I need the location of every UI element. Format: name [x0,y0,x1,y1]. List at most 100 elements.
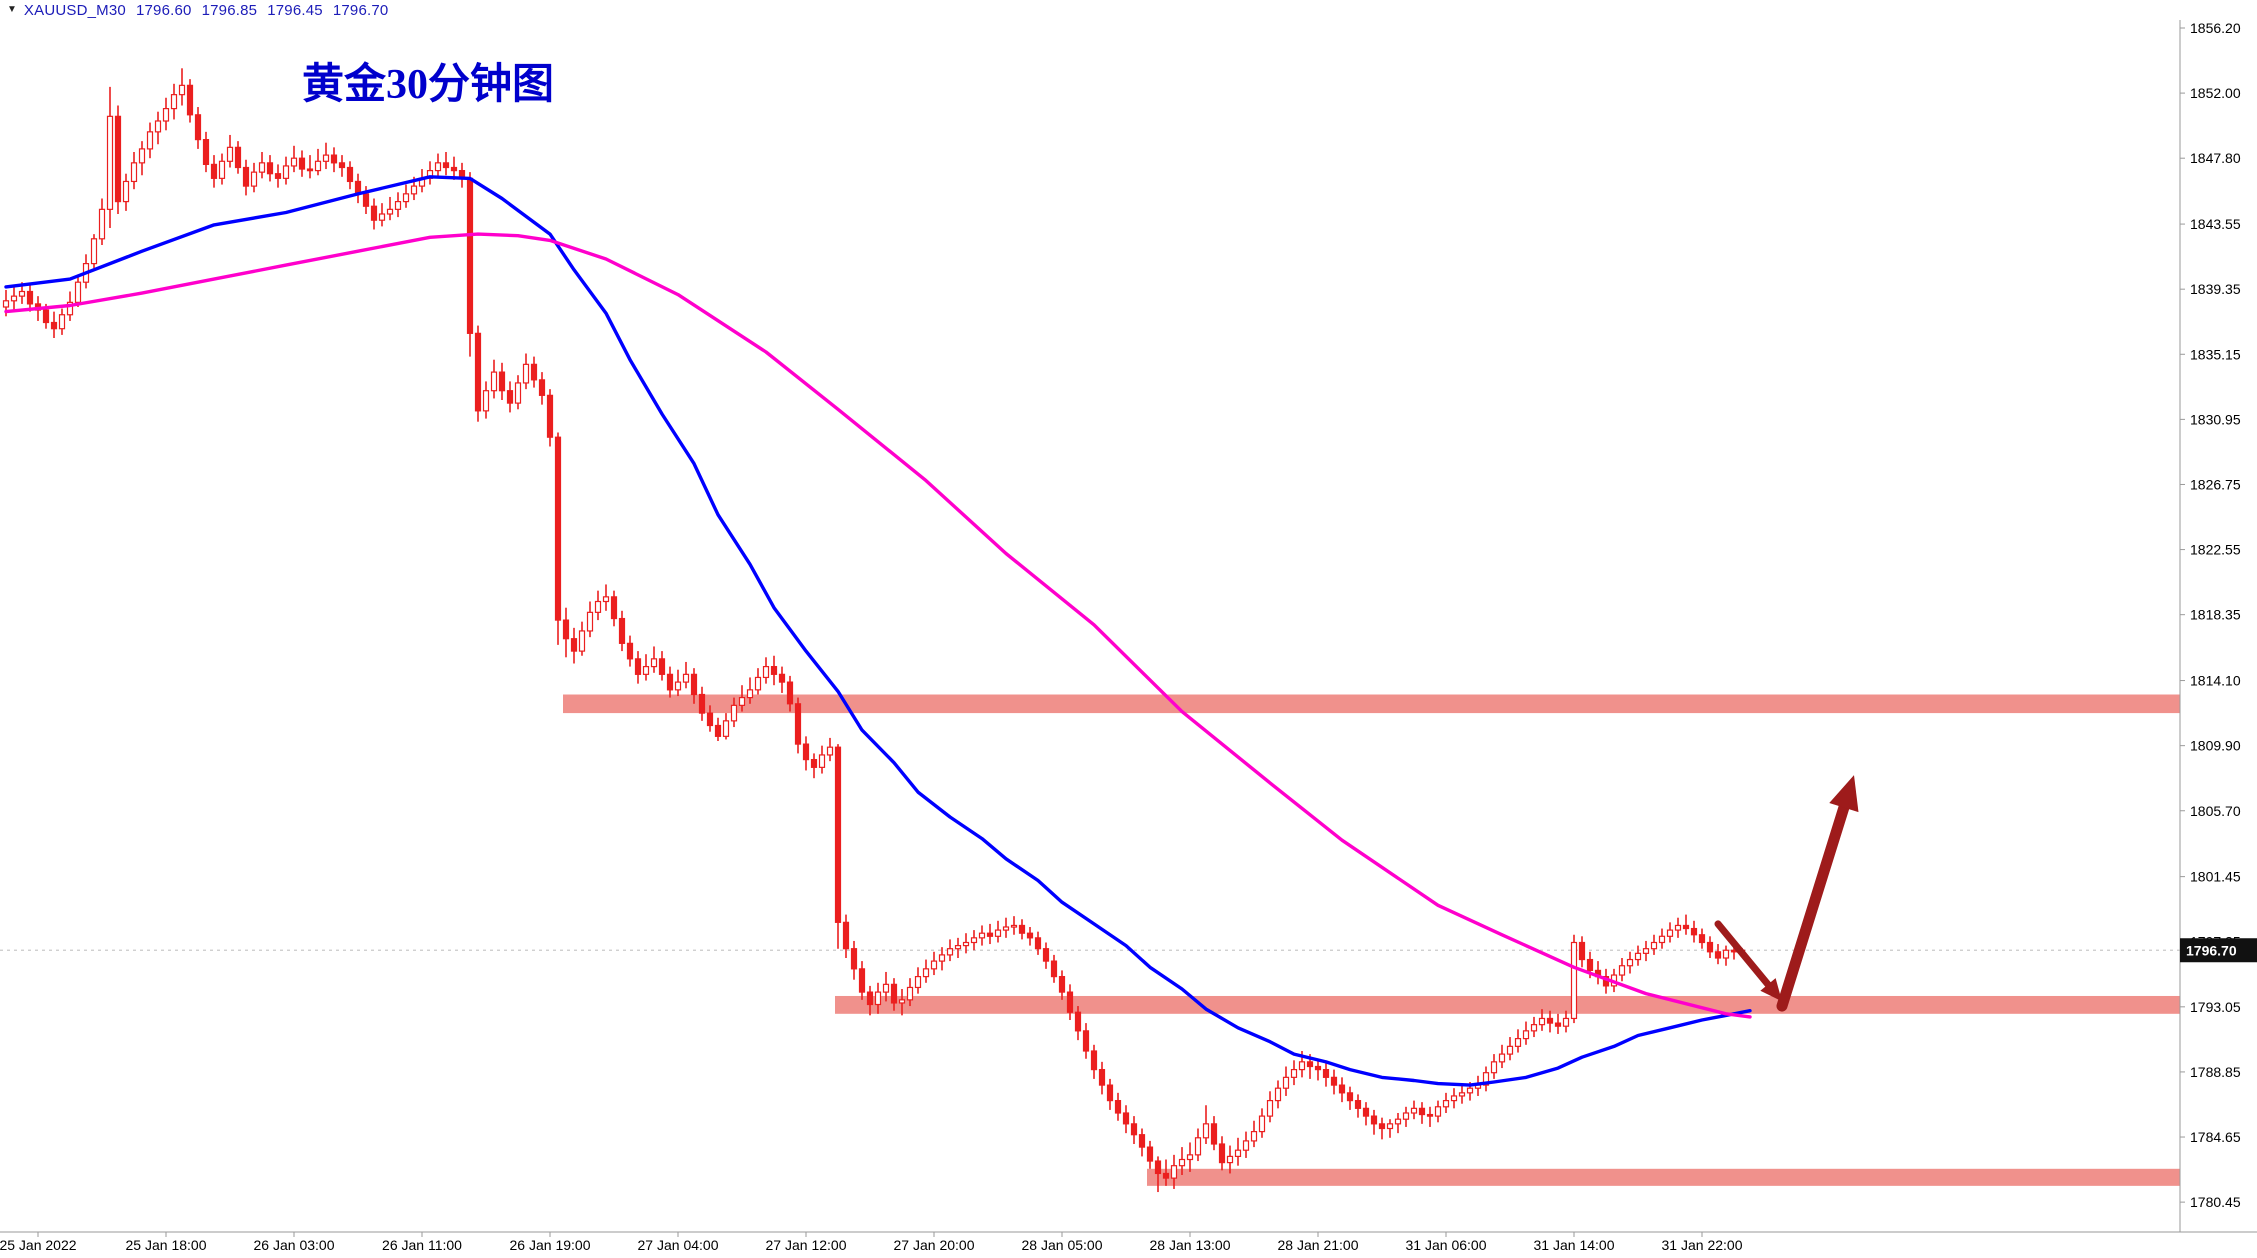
candle [1250,1120,1258,1148]
candle-body [930,960,938,970]
candle [1194,1128,1202,1162]
time-axis-label: 31 Jan 22:00 [1662,1237,1743,1253]
candle-body [610,596,618,620]
candle-body [1490,1061,1498,1074]
candle [682,661,690,689]
candle-body [434,162,442,172]
candle [1050,954,1058,983]
candle [90,234,98,269]
candle-body [234,146,242,169]
candle-body [474,332,482,412]
candle [394,192,402,218]
candle [1058,970,1066,1000]
candle [1530,1016,1538,1038]
candle-body [1722,949,1730,959]
candle-body [162,107,170,122]
candle-body [1682,924,1690,930]
candle-body [1226,1155,1234,1164]
candle-body [1146,1146,1154,1162]
candle [770,655,778,686]
low-value: 1796.45 [267,1,323,19]
candle [706,705,714,732]
candle-body [346,166,354,183]
candle [450,156,458,180]
time-axis-label: 28 Jan 13:00 [1150,1237,1231,1253]
candle [1538,1009,1546,1031]
candle-body [442,162,450,169]
candle [178,68,186,106]
candle [586,601,594,638]
candle [1594,961,1602,985]
candle-body [1442,1099,1450,1108]
candle-body [1482,1072,1490,1086]
candle-body [1002,926,1010,931]
candle-body [522,363,530,384]
candle-body [250,171,258,187]
candle [1370,1109,1378,1135]
candle-body [1554,1022,1562,1027]
candle [1546,1010,1554,1033]
candle-body [1714,951,1722,959]
candle-body [858,968,866,993]
candle-body [1178,1158,1186,1167]
candle [218,153,226,185]
candle [690,668,698,704]
candle [1410,1100,1418,1120]
candle-body [826,746,834,756]
candle-body [66,301,74,316]
candle-body [1506,1045,1514,1055]
candle-body [1306,1061,1314,1068]
candle-body [282,165,290,179]
candle-body [626,642,634,660]
candle [650,646,658,673]
candle-body [1434,1106,1442,1117]
candle-body [1346,1092,1354,1102]
candle-body [1378,1123,1386,1130]
candle-body [466,177,474,334]
candle [994,920,1002,943]
candle-body [1410,1107,1418,1114]
candle [250,162,258,193]
candle-body [970,937,978,944]
candle [514,375,522,410]
candle [1258,1108,1266,1138]
time-axis-label: 28 Jan 05:00 [1022,1237,1103,1253]
candle [1098,1061,1106,1095]
candle-body [322,154,330,162]
candle [490,359,498,399]
candle-body [658,658,666,675]
candle [1682,914,1690,935]
candle-body [1250,1130,1258,1142]
candle [610,590,618,627]
price-axis-label: 1788.85 [2190,1064,2241,1080]
candle-body [738,696,746,706]
candle-body [650,658,658,668]
candle [122,173,130,211]
candle [306,155,314,179]
candle-body [1274,1087,1282,1102]
candle-body [1498,1053,1506,1063]
candle-body [138,148,146,164]
candle-body [546,394,554,438]
candle-body [978,932,986,939]
chart-menu-icon[interactable]: ▼ [7,4,17,15]
candle [154,111,162,145]
candle [426,161,434,185]
candle-body [962,941,970,947]
candle-body [1634,952,1642,961]
candle-body [58,314,66,330]
candle [1458,1085,1466,1104]
candle-body [1010,924,1018,928]
candle [402,184,410,208]
price-axis-label: 1801.45 [2190,869,2241,885]
price-axis-label: 1809.90 [2190,738,2241,754]
candle [1266,1091,1274,1123]
candle-body [770,665,778,675]
candle-body [450,166,458,172]
candle-body [1122,1112,1130,1125]
candle [186,79,194,123]
blue-ma-line [4,175,1752,1087]
candle-body [530,363,538,381]
candle [1170,1154,1178,1189]
